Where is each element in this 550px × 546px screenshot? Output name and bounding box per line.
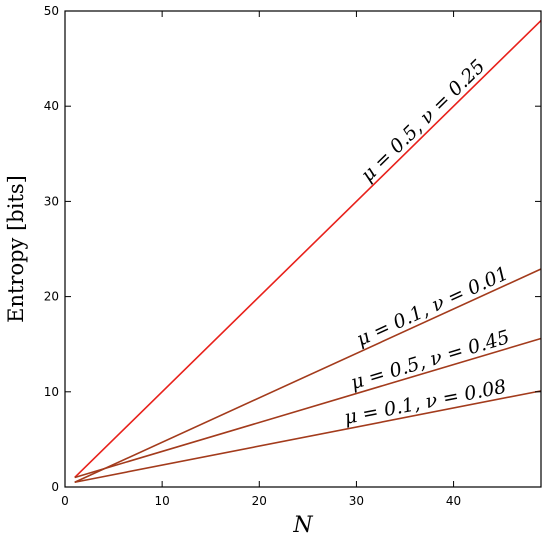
x-tick-label: 10 [155, 494, 170, 508]
y-tick-label: 40 [44, 99, 59, 113]
y-tick-label: 0 [51, 480, 59, 494]
series-line-2 [74, 268, 542, 483]
y-axis-title: Entropy [bits] [4, 175, 28, 323]
x-tick-label: 0 [61, 494, 69, 508]
x-axis-ticks: 0 10 20 30 40 [61, 11, 461, 508]
series-label-1: μ = 0.5, ν = 0.25 [357, 55, 490, 186]
plot-series [74, 19, 542, 484]
y-tick-label: 20 [44, 290, 59, 304]
series-line-4 [74, 390, 542, 484]
x-tick-label: 20 [252, 494, 267, 508]
y-tick-label: 30 [44, 194, 59, 208]
series-line-3 [74, 337, 542, 479]
plot-frame [64, 10, 542, 488]
series-line-1 [74, 19, 542, 479]
x-axis-title: N [292, 513, 313, 538]
y-tick-label: 50 [44, 4, 59, 18]
y-axis-ticks: 0 10 20 30 40 50 [44, 4, 541, 494]
x-tick-label: 30 [349, 494, 364, 508]
x-tick-label: 40 [446, 494, 461, 508]
y-tick-label: 10 [44, 385, 59, 399]
